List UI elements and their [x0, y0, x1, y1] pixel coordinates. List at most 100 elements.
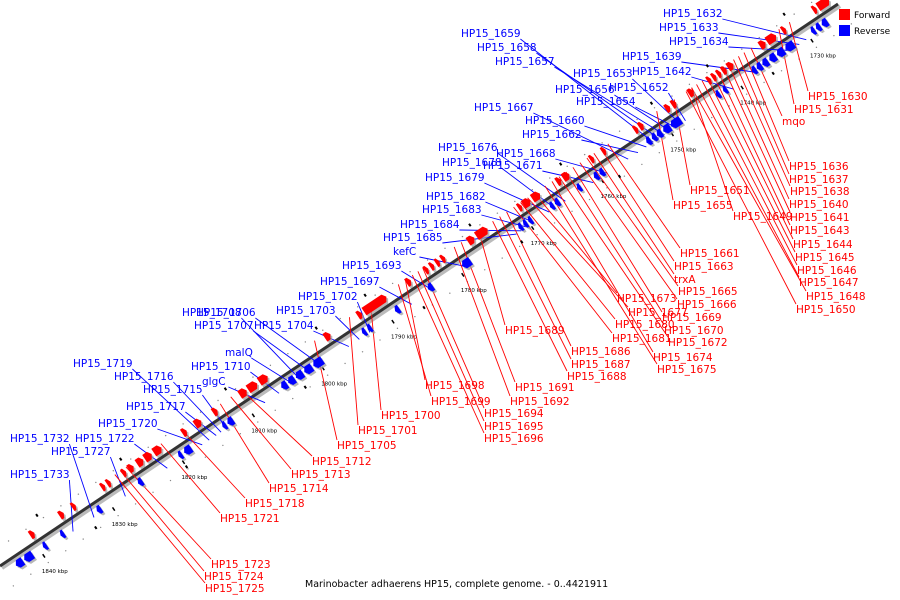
reverse-gene-arrow: [361, 327, 369, 336]
feature-mark: [119, 457, 123, 461]
reverse-gene-label: HP15_1668: [496, 148, 556, 160]
reverse-gene-arrow: [656, 128, 665, 138]
reverse-gene-label: HP15_1708: [182, 307, 242, 319]
minor-tick-dot: [741, 48, 743, 50]
forward-gene-arrow: [520, 198, 531, 209]
forward-leader-line: [551, 181, 654, 353]
reverse-gene-label: HP15_1697: [320, 276, 380, 288]
reverse-gene-arrow: [96, 504, 104, 514]
reverse-gene-label: HP15_1632: [663, 8, 723, 20]
forward-gene-label: HP15_1686: [571, 346, 631, 358]
forward-gene-label: HP15_1645: [795, 252, 855, 264]
reverse-leader-line: [459, 229, 522, 232]
forward-gene-label: HP15_1695: [484, 421, 544, 433]
reverse-gene-label: HP15_1732: [10, 433, 70, 445]
forward-gene-label: HP15_1705: [337, 440, 397, 452]
minor-tick-dot: [518, 245, 521, 248]
forward-legend-label: Forward: [854, 11, 890, 21]
minor-tick-dot: [501, 257, 503, 259]
reverse-gene-arrow: [815, 22, 823, 32]
reverse-gene-label: HP15_1659: [461, 28, 521, 40]
reverse-gene-arrow: [751, 65, 759, 75]
feature-mark: [422, 305, 426, 310]
forward-gene-arrow: [427, 262, 435, 271]
minor-tick-dot: [169, 479, 172, 482]
minor-tick-dot: [252, 376, 254, 378]
reverse-gene-arrow: [645, 136, 654, 146]
reverse-leader-line: [379, 286, 412, 305]
reverse-gene-arrow: [394, 304, 402, 314]
forward-leader-line: [733, 59, 791, 187]
forward-leader-line: [572, 167, 663, 313]
forward-gene-arrow: [179, 428, 188, 438]
minor-tick-dot: [112, 470, 114, 472]
reverse-leader-line: [520, 38, 654, 143]
forward-gene-label: HP15_1680: [615, 319, 675, 331]
reverse-gene-label: kefC: [393, 246, 416, 258]
minor-tick-dot: [461, 235, 464, 238]
forward-gene-label: HP15_1644: [793, 239, 853, 251]
reverse-gene-label: HP15_1707: [194, 320, 254, 332]
reverse-leader-line: [68, 443, 95, 518]
forward-leader-line: [712, 73, 794, 240]
reverse-leader-line: [584, 125, 647, 148]
reverse-legend-label: Reverse: [854, 27, 891, 37]
minor-tick-dot: [95, 481, 97, 484]
feature-mark: [782, 12, 786, 17]
minor-tick-dot: [304, 341, 307, 343]
minor-tick-dot: [374, 294, 376, 296]
minor-tick-dot: [42, 516, 45, 519]
reverse-leader-line: [132, 368, 210, 441]
forward-gene-label: HP15_1630: [808, 91, 868, 103]
minor-tick-dot: [514, 200, 516, 203]
reverse-gene-arrow: [670, 115, 684, 129]
minor-tick-dot: [623, 175, 626, 177]
forward-leader-line: [788, 22, 809, 92]
minor-tick-dot: [758, 36, 760, 39]
feature-mark: [520, 240, 524, 244]
forward-gene-label: HP15_1672: [668, 337, 728, 349]
reverse-gene-arrow: [715, 89, 723, 99]
feature-mark: [771, 71, 775, 76]
reverse-gene-arrow: [295, 369, 306, 380]
minor-tick-dot: [636, 118, 638, 121]
forward-leader-line: [586, 157, 679, 287]
forward-gene-label: HP15_1701: [358, 425, 418, 437]
kbp-label: 1840 kbp: [42, 569, 68, 575]
forward-leader-line: [691, 87, 807, 292]
forward-leader-line: [738, 56, 790, 175]
minor-tick-dot: [257, 421, 259, 423]
forward-gene-label: HP15_1700: [381, 410, 441, 422]
minor-tick-dot: [653, 107, 656, 109]
forward-leader-line: [181, 429, 246, 499]
forward-leader-line: [778, 29, 795, 105]
forward-leader-line: [750, 47, 783, 117]
reverse-gene-arrow: [522, 219, 530, 228]
forward-gene-label: HP15_1673: [617, 293, 677, 305]
forward-leader-line: [600, 148, 675, 262]
reverse-gene-label: HP15_1660: [525, 115, 585, 127]
forward-gene-arrow: [554, 177, 562, 187]
minor-tick-dot: [618, 130, 621, 132]
forward-leader-line: [499, 216, 572, 360]
forward-leader-line: [114, 474, 206, 584]
forward-gene-arrow: [256, 374, 268, 386]
minor-tick-dot: [147, 446, 149, 449]
reverse-gene-label: HP15_1703: [276, 305, 336, 317]
minor-tick-dot: [339, 317, 341, 320]
forward-gene-label: HP15_1646: [797, 265, 857, 277]
kbp-label: 1770 kbp: [531, 241, 557, 247]
feature-mark: [558, 162, 563, 166]
reverse-gene-arrow: [281, 380, 290, 390]
kbp-tick: [42, 553, 46, 558]
forward-gene-label: HP15_1691: [515, 382, 575, 394]
forward-gene-label: HP15_1721: [220, 513, 280, 525]
feature-mark: [617, 174, 622, 179]
minor-tick-dot: [583, 153, 586, 156]
reverse-gene-arrow: [177, 450, 185, 460]
forward-gene-arrow: [810, 5, 818, 15]
forward-gene-arrow: [151, 445, 162, 457]
reverse-gene-label: HP15_1710: [191, 361, 251, 373]
reverse-gene-label: HP15_1656: [555, 84, 615, 96]
forward-gene-label: HP15_1712: [312, 456, 372, 468]
